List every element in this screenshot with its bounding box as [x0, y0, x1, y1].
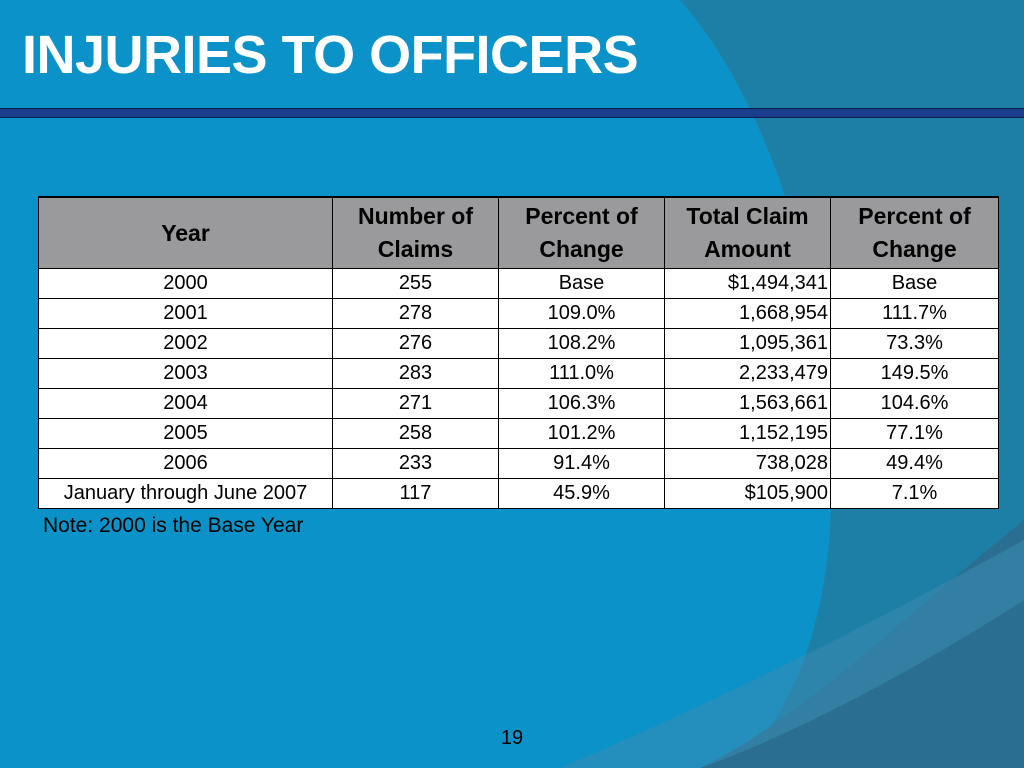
header-total-claim-amount: Total Claim Amount: [664, 196, 831, 269]
cell-year: 2004: [38, 388, 333, 419]
header-percent-change-amount: Percent of Change: [830, 196, 999, 269]
cell-amount: 1,152,195: [664, 418, 831, 449]
cell-claims: 233: [332, 448, 499, 479]
cell-pct-claims: 108.2%: [498, 328, 665, 359]
cell-amount: 2,233,479: [664, 358, 831, 389]
header-number-of-claims: Number of Claims: [332, 196, 499, 269]
title-divider: [0, 108, 1024, 118]
header-year: Year: [38, 196, 333, 269]
header-percent-change-claims: Percent of Change: [498, 196, 665, 269]
cell-year: 2006: [38, 448, 333, 479]
cell-amount: 738,028: [664, 448, 831, 479]
cell-pct-amount: 104.6%: [830, 388, 999, 419]
cell-pct-amount: Base: [830, 268, 999, 299]
cell-claims: 258: [332, 418, 499, 449]
table-row: 2003 283 111.0% 2,233,479 149.5%: [38, 358, 999, 389]
cell-year: 2002: [38, 328, 333, 359]
table-row: 2004 271 106.3% 1,563,661 104.6%: [38, 388, 999, 419]
cell-pct-claims: 109.0%: [498, 298, 665, 329]
cell-amount: 1,668,954: [664, 298, 831, 329]
cell-amount: $105,900: [664, 478, 831, 509]
cell-year: 2005: [38, 418, 333, 449]
table-row: 2002 276 108.2% 1,095,361 73.3%: [38, 328, 999, 359]
footnote: Note: 2000 is the Base Year: [43, 514, 304, 537]
slide-title: INJURIES TO OFFICERS: [22, 25, 639, 85]
injuries-table: Year Number of Claims Percent of Change To…: [38, 196, 999, 509]
table-row: 2000 255 Base $1,494,341 Base: [38, 268, 999, 299]
cell-claims: 255: [332, 268, 499, 299]
table-header-row: Year Number of Claims Percent of Change To…: [38, 196, 999, 269]
cell-claims: 276: [332, 328, 499, 359]
cell-year: 2003: [38, 358, 333, 389]
page-number: 19: [500, 727, 524, 749]
cell-pct-amount: 77.1%: [830, 418, 999, 449]
table-row: 2005 258 101.2% 1,152,195 77.1%: [38, 418, 999, 449]
cell-pct-amount: 111.7%: [830, 298, 999, 329]
cell-amount: 1,563,661: [664, 388, 831, 419]
cell-pct-claims: 111.0%: [498, 358, 665, 389]
cell-pct-amount: 73.3%: [830, 328, 999, 359]
cell-pct-claims: Base: [498, 268, 665, 299]
cell-claims: 117: [332, 478, 499, 509]
table-row: January through June 2007 117 45.9% $105…: [38, 478, 999, 509]
cell-pct-claims: 101.2%: [498, 418, 665, 449]
cell-pct-claims: 91.4%: [498, 448, 665, 479]
cell-pct-amount: 149.5%: [830, 358, 999, 389]
cell-claims: 283: [332, 358, 499, 389]
cell-pct-amount: 49.4%: [830, 448, 999, 479]
cell-year: January through June 2007: [38, 478, 333, 509]
cell-year: 2001: [38, 298, 333, 329]
cell-pct-claims: 45.9%: [498, 478, 665, 509]
cell-amount: 1,095,361: [664, 328, 831, 359]
table-row: 2006 233 91.4% 738,028 49.4%: [38, 448, 999, 479]
cell-year: 2000: [38, 268, 333, 299]
table-row: 2001 278 109.0% 1,668,954 111.7%: [38, 298, 999, 329]
cell-amount: $1,494,341: [664, 268, 831, 299]
cell-pct-claims: 106.3%: [498, 388, 665, 419]
cell-claims: 271: [332, 388, 499, 419]
cell-claims: 278: [332, 298, 499, 329]
cell-pct-amount: 7.1%: [830, 478, 999, 509]
